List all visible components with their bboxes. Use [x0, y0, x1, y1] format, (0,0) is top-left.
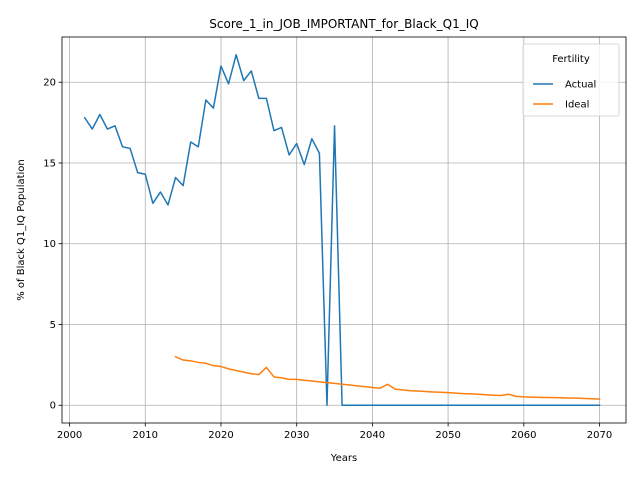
legend-title: Fertility: [552, 54, 590, 65]
y-tick-label: 0: [50, 401, 56, 412]
x-tick-label: 2010: [133, 430, 158, 441]
legend: Fertility Actual Ideal: [522, 43, 620, 117]
y-tick-label: 15: [43, 158, 56, 169]
x-axis-label: Years: [330, 453, 357, 464]
chart-title: Score_1_in_JOB_IMPORTANT_for_Black_Q1_IQ: [209, 17, 478, 31]
y-tick-label: 10: [43, 239, 56, 250]
plot-frame: [61, 36, 627, 424]
x-tick-label: 2060: [511, 430, 536, 441]
x-tick-label: 2030: [284, 430, 309, 441]
y-tick-label: 20: [43, 78, 56, 89]
x-tick-label: 2050: [435, 430, 460, 441]
x-tick-label: 2000: [57, 430, 82, 441]
y-axis-ticks: 0 5 10 15 20: [43, 78, 62, 412]
x-tick-label: 2020: [208, 430, 233, 441]
series-lines: [83, 54, 601, 406]
y-tick-label: 5: [50, 320, 56, 331]
series-line-ideal: [174, 355, 601, 400]
x-axis-ticks: 2000 2010 2020 2030 2040 2050 2060 2070: [57, 423, 612, 441]
y-axis-label: % of Black Q1_IQ Population: [16, 159, 27, 301]
x-tick-label: 2040: [360, 430, 385, 441]
legend-label-actual: Actual: [565, 80, 596, 91]
x-tick-label: 2070: [587, 430, 612, 441]
legend-box: [522, 43, 620, 117]
legend-entries: Actual Ideal: [533, 80, 596, 111]
legend-label-ideal: Ideal: [565, 100, 589, 111]
series-line-actual: [83, 54, 601, 406]
